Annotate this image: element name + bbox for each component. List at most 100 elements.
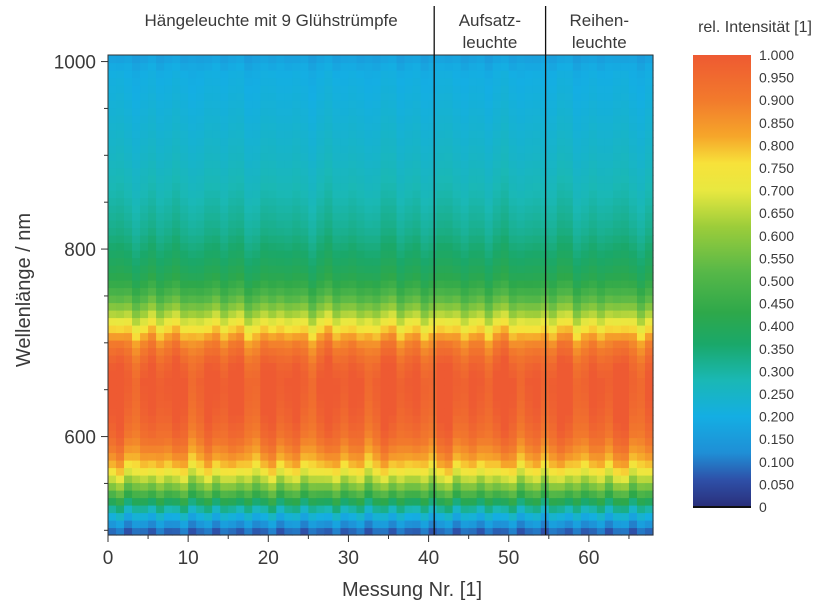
heatmap-cell <box>132 392 141 401</box>
heatmap-cell <box>556 190 566 199</box>
heatmap-cell <box>300 325 309 334</box>
heatmap-cell <box>636 152 646 161</box>
heatmap-cell <box>556 295 566 304</box>
heatmap-cell <box>428 415 438 424</box>
heatmap-cell <box>452 475 462 484</box>
heatmap-cell <box>364 175 374 184</box>
heatmap-cell <box>140 122 149 131</box>
heatmap-cell <box>348 310 358 319</box>
heatmap-cell <box>636 257 646 266</box>
segment-label: Aufsatz- <box>459 11 521 30</box>
heatmap-cell <box>492 407 502 416</box>
heatmap-cell <box>164 512 173 521</box>
heatmap-cell <box>180 137 189 146</box>
heatmap-cell <box>324 160 334 169</box>
heatmap-cell <box>244 460 253 469</box>
heatmap-cell <box>156 227 165 236</box>
heatmap-cell <box>596 242 606 251</box>
heatmap-cell <box>204 460 213 469</box>
heatmap-cell <box>516 235 526 244</box>
heatmap-cell <box>492 505 502 514</box>
heatmap-cell <box>644 295 654 304</box>
heatmap-cell <box>532 325 542 334</box>
heatmap-cell <box>636 145 646 154</box>
heatmap-cell <box>548 250 558 259</box>
heatmap-cell <box>116 460 125 469</box>
heatmap-cell <box>388 512 398 521</box>
heatmap-cell <box>564 452 574 461</box>
heatmap-cell <box>316 317 325 326</box>
heatmap-cell <box>596 505 606 514</box>
heatmap-cell <box>572 475 582 484</box>
heatmap-cell <box>196 137 205 146</box>
heatmap-cell <box>300 85 309 94</box>
heatmap-cell <box>444 527 454 536</box>
heatmap-cell <box>404 62 414 71</box>
heatmap-cell <box>476 197 486 206</box>
heatmap-cell <box>468 242 478 251</box>
heatmap-cell <box>476 137 486 146</box>
heatmap-cell <box>324 205 334 214</box>
heatmap-cell <box>452 152 462 161</box>
heatmap-cell <box>460 317 470 326</box>
heatmap-cell <box>412 167 422 176</box>
heatmap-cell <box>404 347 414 356</box>
heatmap-cell <box>420 175 430 184</box>
heatmap-cell <box>620 100 630 109</box>
heatmap-cell <box>412 280 422 289</box>
heatmap-cell <box>196 400 205 409</box>
heatmap-cell <box>132 400 141 409</box>
heatmap-cell <box>212 212 221 221</box>
heatmap-cell <box>644 250 654 259</box>
heatmap-cell <box>236 422 245 431</box>
heatmap-cell <box>252 317 261 326</box>
heatmap-cell <box>628 152 638 161</box>
heatmap-cell <box>204 370 213 379</box>
heatmap-cell <box>412 452 422 461</box>
heatmap-cell <box>172 272 181 281</box>
heatmap-cell <box>524 520 534 529</box>
heatmap-cell <box>508 527 518 536</box>
heatmap-cell <box>380 175 390 184</box>
heatmap-cell <box>588 467 598 476</box>
heatmap-cell <box>564 497 574 506</box>
heatmap-cell <box>236 242 245 251</box>
heatmap-cell <box>396 145 406 154</box>
heatmap-cell <box>220 325 229 334</box>
heatmap-cell <box>588 310 598 319</box>
heatmap-cell <box>204 190 213 199</box>
heatmap-cell <box>212 490 221 499</box>
heatmap-cell <box>508 505 518 514</box>
heatmap-cell <box>196 452 205 461</box>
heatmap-cell <box>628 362 638 371</box>
heatmap-cell <box>548 70 558 79</box>
heatmap-cell <box>276 62 285 71</box>
heatmap-cell <box>188 115 197 124</box>
heatmap-cell <box>492 362 502 371</box>
heatmap-cell <box>532 100 542 109</box>
heatmap-cell <box>588 302 598 311</box>
heatmap-cell <box>636 512 646 521</box>
heatmap-cell <box>500 430 510 439</box>
heatmap-cell <box>196 527 205 536</box>
heatmap-cell <box>428 295 438 304</box>
heatmap-cell <box>332 422 342 431</box>
heatmap-cell <box>268 182 277 191</box>
heatmap-cell <box>628 512 638 521</box>
heatmap-cell <box>180 175 189 184</box>
heatmap-cell <box>556 167 566 176</box>
heatmap-cell <box>188 400 197 409</box>
heatmap-cell <box>556 85 566 94</box>
heatmap-cell <box>228 145 237 154</box>
heatmap-cell <box>612 512 622 521</box>
heatmap-cell <box>516 392 526 401</box>
heatmap-cell <box>196 325 205 334</box>
heatmap-cell <box>532 77 542 86</box>
heatmap-cell <box>452 280 462 289</box>
heatmap-cell <box>308 107 317 116</box>
heatmap-cell <box>332 415 342 424</box>
heatmap-cell <box>628 452 638 461</box>
heatmap-cell <box>420 527 430 536</box>
heatmap-cell <box>612 310 622 319</box>
heatmap-cell <box>548 475 558 484</box>
